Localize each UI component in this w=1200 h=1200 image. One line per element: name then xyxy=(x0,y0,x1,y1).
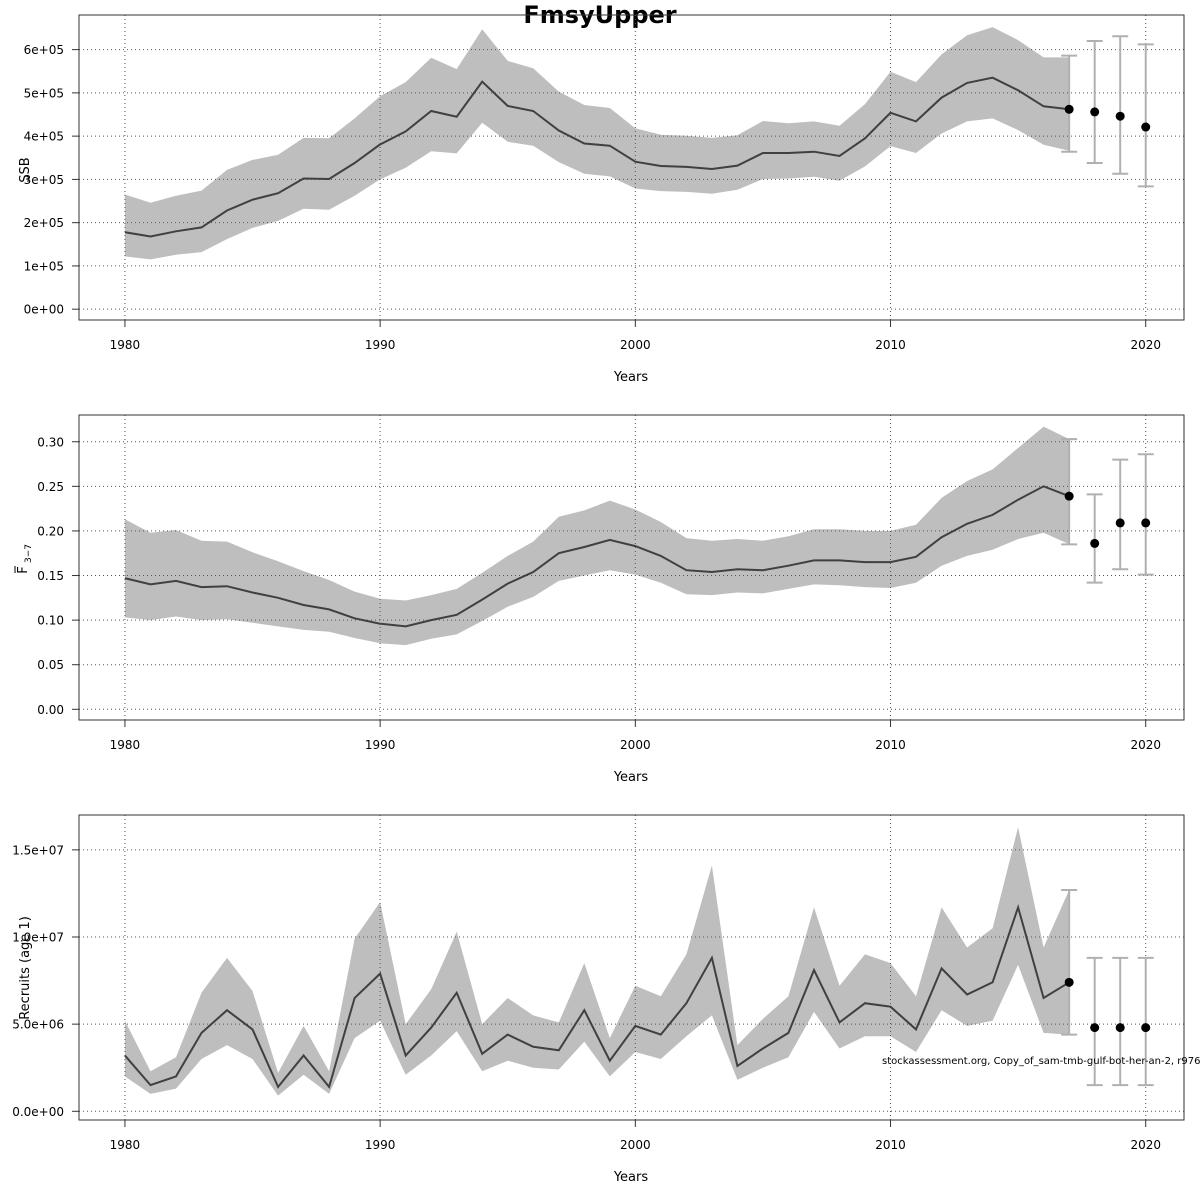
forecast-point xyxy=(1064,977,1074,987)
y-tick-label: 1.5e+07 xyxy=(12,843,64,857)
forecast-point xyxy=(1064,491,1074,501)
plot-frame-recruits xyxy=(78,814,1185,1121)
forecast-errorbar xyxy=(1112,956,1129,1087)
forecast-point xyxy=(1090,538,1100,548)
x-tick-label: 2020 xyxy=(1130,338,1161,352)
forecast-errorbar xyxy=(1112,458,1129,571)
y-tick-label: 1e+05 xyxy=(24,259,64,273)
forecast-point xyxy=(1090,1023,1100,1033)
x-tick-label: 1990 xyxy=(365,338,396,352)
x-tick-label: 2000 xyxy=(620,1138,651,1152)
panel-ssb: 1980 1990 2000 2010 2020 0e+00 1e+05 2e+05 3e+05… xyxy=(18,14,1185,385)
y-tick-label: 0e+00 xyxy=(24,303,64,317)
plot-frame-fbar xyxy=(78,414,1185,721)
x-axis-label-recruits: Years xyxy=(613,1170,649,1185)
confidence-band-ssb xyxy=(124,27,1070,260)
forecast-errorbar xyxy=(1061,54,1078,153)
y-tick-label: 6e+05 xyxy=(24,43,64,57)
plot-frame-ssb xyxy=(78,14,1185,321)
source-footnote: stockassessment.org, Copy_of_sam-tmb-gul… xyxy=(882,1056,1200,1067)
forecast-errorbar xyxy=(1086,493,1103,584)
x-tick-label: 2000 xyxy=(620,738,651,752)
forecast-errorbar xyxy=(1137,453,1154,576)
y-tick-label: 0.25 xyxy=(37,480,64,494)
panel-recruits: 1980 1990 2000 2010 2020 0.0e+00 5.0e+06 1.0e+0… xyxy=(12,814,1200,1185)
x-tick-label: 1990 xyxy=(365,1138,396,1152)
x-tick-label: 2020 xyxy=(1130,1138,1161,1152)
x-tick-label: 1990 xyxy=(365,738,396,752)
y-tick-label: 5.0e+06 xyxy=(12,1018,64,1032)
x-tick-label: 2020 xyxy=(1130,738,1161,752)
confidence-band-recruits xyxy=(124,827,1070,1096)
y-tick-label: 0.00 xyxy=(37,703,64,717)
forecast-point xyxy=(1115,518,1125,528)
y-axis-label-fbar-sub: 3−7 xyxy=(24,544,34,563)
forecast-point xyxy=(1115,111,1125,121)
x-axis-label-fbar: Years xyxy=(613,770,649,785)
forecast-point xyxy=(1064,104,1074,114)
forecast-point xyxy=(1141,1023,1151,1033)
estimate-line-recruits xyxy=(124,904,1070,1090)
y-axis-label-fbar-main: F xyxy=(16,566,31,573)
y-tick-label: 0.15 xyxy=(37,569,64,583)
x-tick-label: 2000 xyxy=(620,338,651,352)
y-tick-label: 0.0e+00 xyxy=(12,1105,64,1119)
x-tick-label: 2010 xyxy=(875,738,906,752)
y-tick-label: 4e+05 xyxy=(24,130,64,144)
forecast-point xyxy=(1141,122,1151,132)
y-tick-label: 5e+05 xyxy=(24,86,64,100)
forecast-point xyxy=(1090,107,1100,117)
y-tick-label: 1.0e+07 xyxy=(12,931,64,945)
confidence-band-fbar xyxy=(124,426,1070,646)
estimate-line-ssb xyxy=(124,76,1070,238)
forecast-errorbar xyxy=(1086,39,1103,164)
estimate-line-fbar xyxy=(124,485,1070,628)
x-tick-label: 1980 xyxy=(110,738,141,752)
y-tick-label: 0.30 xyxy=(37,435,64,449)
y-tick-label: 0.05 xyxy=(37,658,64,672)
forecast-errorbar xyxy=(1061,888,1078,1036)
forecast-point xyxy=(1141,518,1151,528)
forecast-errorbar xyxy=(1137,43,1154,188)
y-axis-label-fbar: F 3−7 xyxy=(14,544,34,574)
x-tick-label: 2010 xyxy=(875,1138,906,1152)
forecast-errorbar xyxy=(1112,35,1129,175)
forecast-errorbar xyxy=(1137,956,1154,1087)
x-axis-label-ssb: Years xyxy=(613,370,649,385)
x-tick-label: 1980 xyxy=(110,338,141,352)
forecast-point xyxy=(1115,1023,1125,1033)
y-tick-label: 3e+05 xyxy=(24,173,64,187)
forecast-errorbar xyxy=(1086,956,1103,1087)
panel-fbar: 1980 1990 2000 2010 2020 0.00 0.05 0.10 0.15 0.20… xyxy=(14,414,1185,785)
y-tick-label: 0.20 xyxy=(37,524,64,538)
y-tick-label: 2e+05 xyxy=(24,216,64,230)
y-axis-label-recruits: Recruits (age 1) xyxy=(18,916,33,1020)
y-axis-label-ssb: SSB xyxy=(18,157,33,182)
x-tick-label: 1980 xyxy=(110,1138,141,1152)
y-tick-label: 0.10 xyxy=(37,614,64,628)
x-tick-label: 2010 xyxy=(875,338,906,352)
